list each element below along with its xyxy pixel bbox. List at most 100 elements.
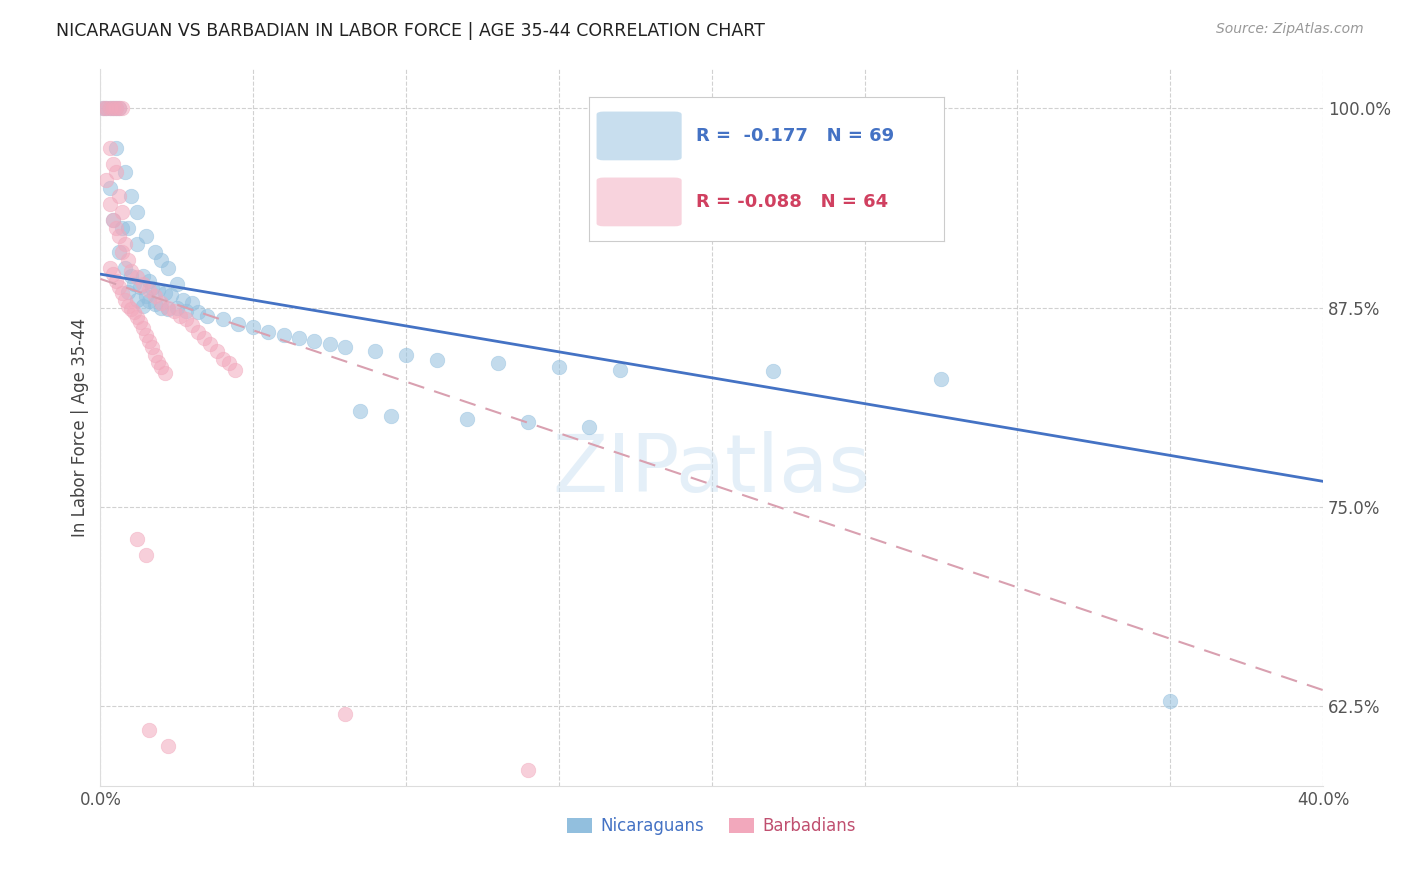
Point [141, 281, 163, 295]
Point [349, 404, 371, 418]
Point [150, 295, 173, 310]
Point [107, 101, 129, 115]
Point [114, 165, 136, 179]
Point [395, 348, 418, 362]
Point [150, 359, 173, 374]
Point [486, 356, 509, 370]
Point [125, 270, 148, 285]
Point [150, 252, 173, 267]
Point [364, 343, 387, 358]
Point [138, 334, 160, 348]
Point [129, 315, 152, 329]
Point [166, 277, 188, 291]
Point [104, 101, 127, 115]
Point [1159, 694, 1181, 708]
Point [929, 372, 952, 386]
Point [135, 289, 157, 303]
Point [159, 288, 181, 302]
Point [120, 302, 142, 317]
Point [98, 260, 121, 275]
Point [111, 101, 134, 115]
Point [122, 277, 145, 291]
Point [333, 707, 356, 722]
Point [104, 101, 127, 115]
Point [181, 295, 204, 310]
Point [98, 101, 121, 115]
Point [193, 331, 215, 345]
Point [141, 341, 163, 355]
Point [129, 280, 152, 294]
Point [517, 416, 540, 430]
Point [114, 293, 136, 307]
Point [174, 311, 197, 326]
Point [211, 311, 233, 326]
Point [114, 236, 136, 251]
Point [333, 341, 356, 355]
Legend: Nicaraguans, Barbadians: Nicaraguans, Barbadians [567, 817, 856, 835]
Point [117, 252, 139, 267]
Point [288, 331, 311, 345]
Point [104, 165, 127, 179]
Point [117, 221, 139, 235]
Point [135, 228, 157, 243]
Point [125, 293, 148, 307]
Point [548, 359, 571, 374]
Point [101, 157, 124, 171]
Point [318, 337, 340, 351]
Point [122, 305, 145, 319]
Point [132, 277, 155, 291]
Point [117, 299, 139, 313]
Point [380, 409, 402, 423]
Point [200, 337, 222, 351]
Point [153, 366, 176, 380]
Point [156, 302, 179, 317]
Point [101, 101, 124, 115]
Point [132, 268, 155, 283]
Point [156, 739, 179, 753]
Point [145, 297, 167, 311]
Point [96, 101, 118, 115]
Point [205, 343, 228, 358]
Point [107, 280, 129, 294]
Point [98, 101, 121, 115]
Point [101, 213, 124, 227]
Point [111, 205, 134, 219]
Point [156, 260, 179, 275]
Point [181, 318, 204, 333]
Point [166, 301, 188, 315]
Point [169, 309, 191, 323]
Point [138, 283, 160, 297]
Point [138, 723, 160, 737]
Point [172, 293, 194, 307]
Point [242, 319, 264, 334]
Point [107, 101, 129, 115]
Point [93, 101, 115, 115]
Text: NICARAGUAN VS BARBADIAN IN LABOR FORCE | AGE 35-44 CORRELATION CHART: NICARAGUAN VS BARBADIAN IN LABOR FORCE |… [56, 22, 765, 40]
Y-axis label: In Labor Force | Age 35-44: In Labor Force | Age 35-44 [72, 318, 89, 537]
Point [132, 321, 155, 335]
Point [226, 317, 249, 331]
Point [153, 286, 176, 301]
Point [135, 327, 157, 342]
Point [456, 412, 478, 426]
Point [138, 273, 160, 287]
Point [138, 294, 160, 309]
Point [224, 363, 246, 377]
Point [135, 548, 157, 562]
Point [111, 244, 134, 259]
Point [117, 285, 139, 299]
Point [107, 189, 129, 203]
Point [101, 213, 124, 227]
Point [120, 189, 142, 203]
Point [96, 173, 118, 187]
Point [125, 532, 148, 546]
Point [273, 327, 295, 342]
Point [148, 355, 170, 369]
Point [104, 273, 127, 287]
Point [148, 283, 170, 297]
Point [93, 101, 115, 115]
Point [111, 221, 134, 235]
Point [195, 309, 218, 323]
Point [145, 244, 167, 259]
Point [120, 264, 142, 278]
